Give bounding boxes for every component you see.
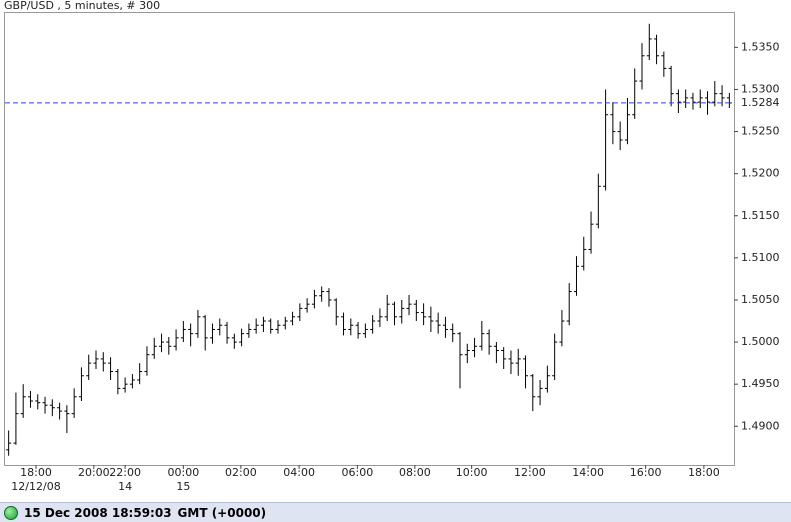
x-tick-label: 18:00 [20,466,52,479]
x-tick-label: 12:00 [514,466,546,479]
x-tick-label: 22:00 [109,466,141,479]
x-tick-label: 04:00 [283,466,315,479]
current-price-label: 1.5284 [741,96,780,109]
y-tick-label: 1.5300 [741,82,780,95]
y-tick-label: 1.4950 [741,377,780,390]
date-tick-label: 12/12/08 [11,480,60,493]
y-tick-label: 1.5150 [741,209,780,222]
x-tick-label: 10:00 [456,466,488,479]
x-tick-label: 14:00 [572,466,604,479]
chart-title: GBP/USD , 5 minutes, # 300 [4,0,160,12]
chart: GBP/USD , 5 minutes, # 300 1.4900 1.4950 1… [4,0,780,493]
status-bar: 15 Dec 2008 18:59:03 GMT (+0000) [0,502,791,522]
plot-area [4,12,735,466]
x-tick-label: 16:00 [630,466,662,479]
y-tick-label: 1.5200 [741,167,780,180]
y-tick-label: 1.5050 [741,293,780,306]
status-icon [4,505,18,520]
status-datetime: 15 Dec 2008 18:59:03 [24,505,172,520]
y-tick-label: 1.5350 [741,40,780,53]
y-tick-label: 1.5250 [741,125,780,138]
status-timezone: GMT (+0000) [177,505,267,520]
x-tick-label: 08:00 [399,466,431,479]
x-tick-label: 06:00 [342,466,374,479]
x-tick-label: 00:00 [168,466,200,479]
y-tick-label: 1.5100 [741,251,780,264]
y-tick-label: 1.5000 [741,335,780,348]
x-tick-label: 18:00 [688,466,720,479]
x-tick-label: 02:00 [225,466,257,479]
date-tick-label: 15 [176,480,190,493]
y-tick-label: 1.4900 [741,419,780,432]
date-tick-label: 14 [118,480,132,493]
x-tick-label: 20:00 [78,466,110,479]
